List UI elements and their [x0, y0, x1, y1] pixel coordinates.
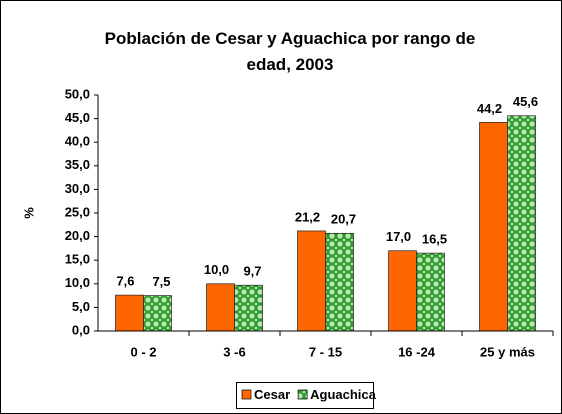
- chart-title: Población de Cesar y Aguachica por rango…: [104, 29, 476, 74]
- bar: [388, 250, 417, 332]
- y-tick-label: 50,0: [65, 86, 90, 101]
- y-tick-label: 0,0: [72, 322, 90, 337]
- data-label: 17,0: [386, 229, 411, 244]
- y-tick-label: 10,0: [65, 275, 90, 290]
- bar: [416, 252, 445, 332]
- data-label: 9,7: [243, 264, 261, 279]
- legend-swatch: [241, 389, 252, 400]
- data-label: 44,2: [477, 101, 502, 116]
- bar: [234, 284, 263, 332]
- bar: [479, 122, 508, 332]
- bar: [206, 283, 235, 332]
- data-label: 20,7: [331, 212, 356, 227]
- x-tick-label: 3 -6: [223, 344, 245, 359]
- y-tick-label: 35,0: [65, 157, 90, 172]
- data-label: 21,2: [295, 209, 320, 224]
- data-label: 10,0: [204, 262, 229, 277]
- legend-swatch: [297, 389, 308, 400]
- x-tick-label: 0 - 2: [130, 344, 156, 359]
- y-tick-label: 30,0: [65, 181, 90, 196]
- data-label: 7,5: [152, 274, 170, 289]
- legend-label: Cesar: [254, 387, 290, 402]
- y-tick-label: 5,0: [72, 299, 90, 314]
- bar: [115, 294, 144, 332]
- y-tick-label: 25,0: [65, 204, 90, 219]
- bar: [507, 115, 536, 332]
- x-tick-label: 25 y más: [480, 344, 535, 359]
- bar: [325, 232, 354, 332]
- data-label: 45,6: [513, 94, 538, 109]
- bar: [143, 295, 172, 332]
- data-label: 16,5: [422, 232, 447, 247]
- bar: [297, 230, 326, 332]
- y-tick-label: 45,0: [65, 110, 90, 125]
- x-tick-label: 7 - 15: [309, 344, 342, 359]
- x-tick-label: 16 -24: [398, 344, 436, 359]
- y-tick-label: 40,0: [65, 134, 90, 149]
- data-label: 7,6: [116, 274, 134, 289]
- y-tick-label: 20,0: [65, 228, 90, 243]
- y-axis-label: %: [21, 207, 36, 219]
- y-tick-label: 15,0: [65, 252, 90, 267]
- legend-label: Aguachica: [310, 387, 377, 402]
